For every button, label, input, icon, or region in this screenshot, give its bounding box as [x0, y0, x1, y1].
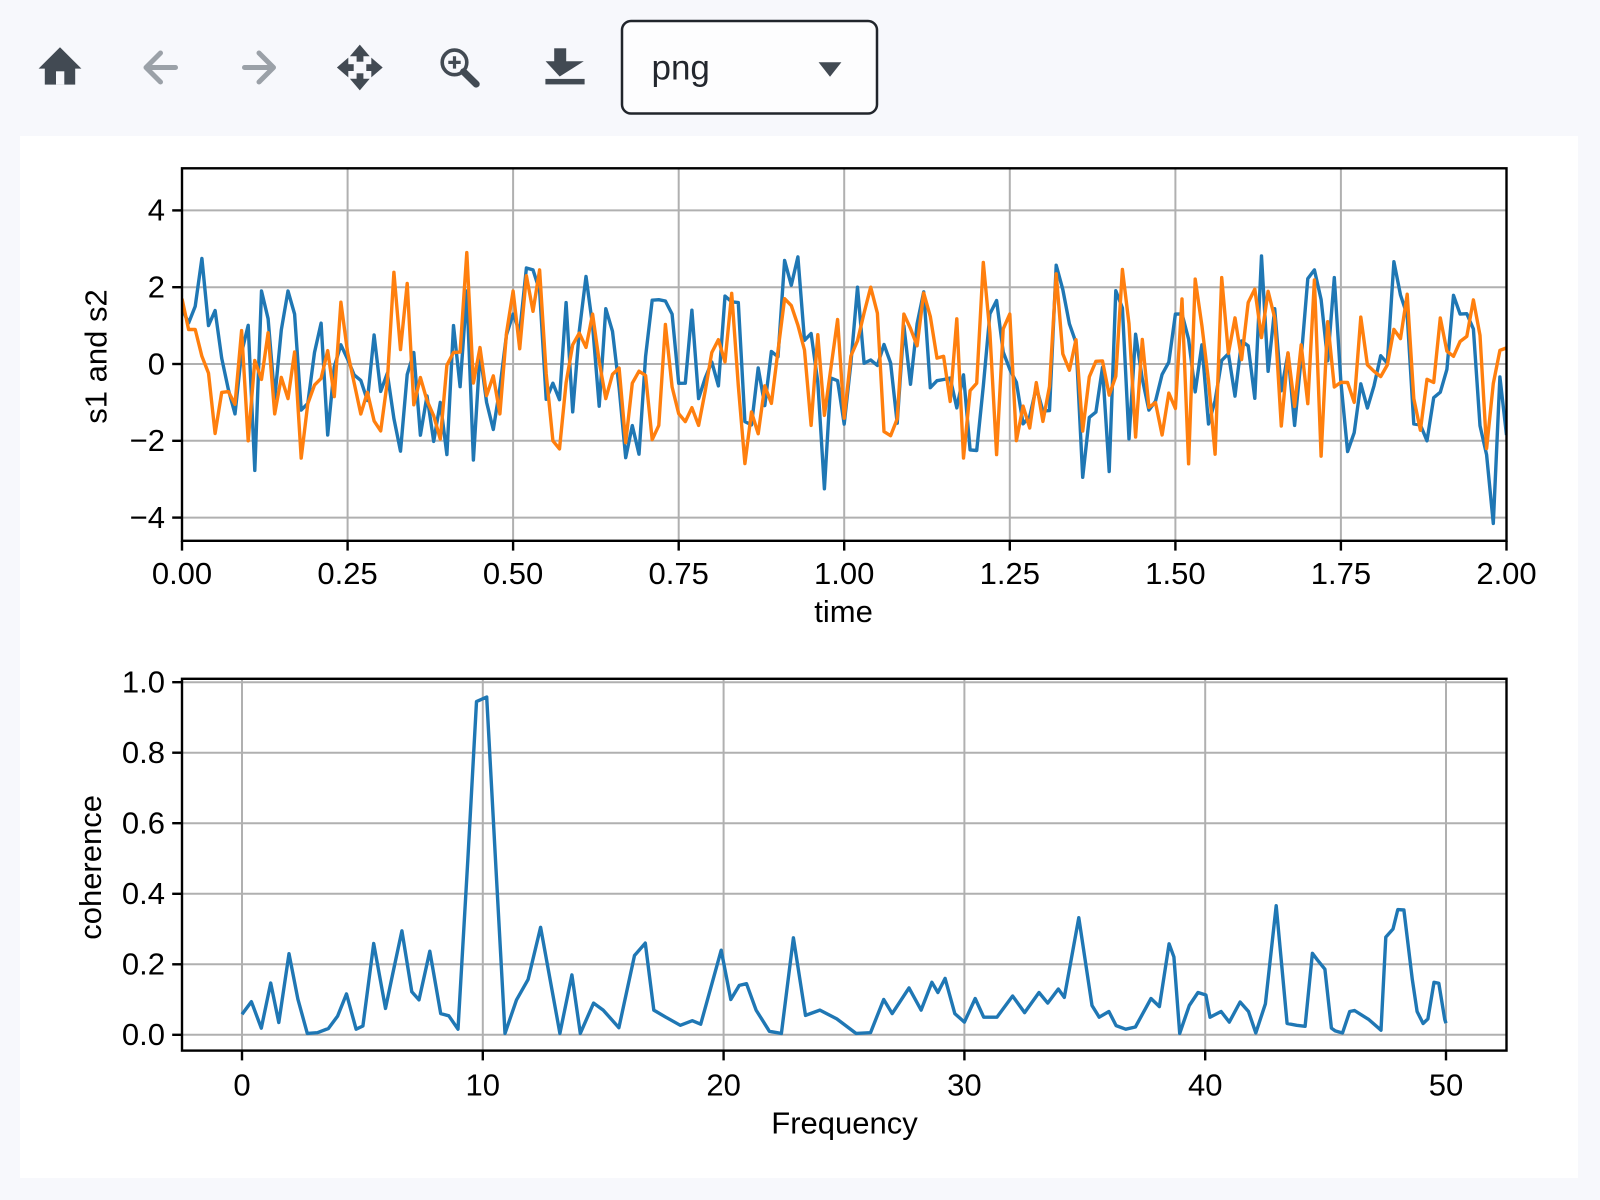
svg-text:4: 4: [148, 193, 165, 228]
svg-text:40: 40: [1188, 1068, 1222, 1103]
svg-text:0.8: 0.8: [122, 735, 165, 770]
svg-text:0.6: 0.6: [122, 806, 165, 841]
svg-text:0: 0: [148, 346, 165, 381]
svg-text:30: 30: [947, 1068, 981, 1103]
svg-text:0.0: 0.0: [122, 1017, 165, 1052]
svg-text:2: 2: [148, 270, 165, 305]
svg-text:0.00: 0.00: [152, 556, 212, 591]
svg-text:0.4: 0.4: [122, 876, 165, 911]
svg-text:0.75: 0.75: [649, 556, 709, 591]
svg-text:Frequency: Frequency: [771, 1106, 918, 1141]
svg-text:0.2: 0.2: [122, 947, 165, 982]
svg-text:20: 20: [706, 1068, 740, 1103]
svg-text:1.75: 1.75: [1311, 556, 1371, 591]
svg-text:1.00: 1.00: [814, 556, 874, 591]
svg-text:1.50: 1.50: [1145, 556, 1205, 591]
svg-text:time: time: [814, 594, 873, 629]
svg-text:50: 50: [1429, 1068, 1463, 1103]
svg-text:1.0: 1.0: [122, 665, 165, 700]
svg-text:10: 10: [466, 1068, 500, 1103]
svg-text:1.25: 1.25: [980, 556, 1040, 591]
svg-text:0.25: 0.25: [317, 556, 377, 591]
svg-text:0: 0: [233, 1068, 250, 1103]
svg-text:coherence: coherence: [73, 795, 108, 940]
svg-text:−4: −4: [130, 500, 165, 535]
svg-text:0.50: 0.50: [483, 556, 543, 591]
svg-text:−2: −2: [130, 423, 165, 458]
svg-text:png: png: [652, 49, 710, 88]
svg-text:s1 and s2: s1 and s2: [78, 289, 113, 423]
svg-text:2.00: 2.00: [1476, 556, 1536, 591]
